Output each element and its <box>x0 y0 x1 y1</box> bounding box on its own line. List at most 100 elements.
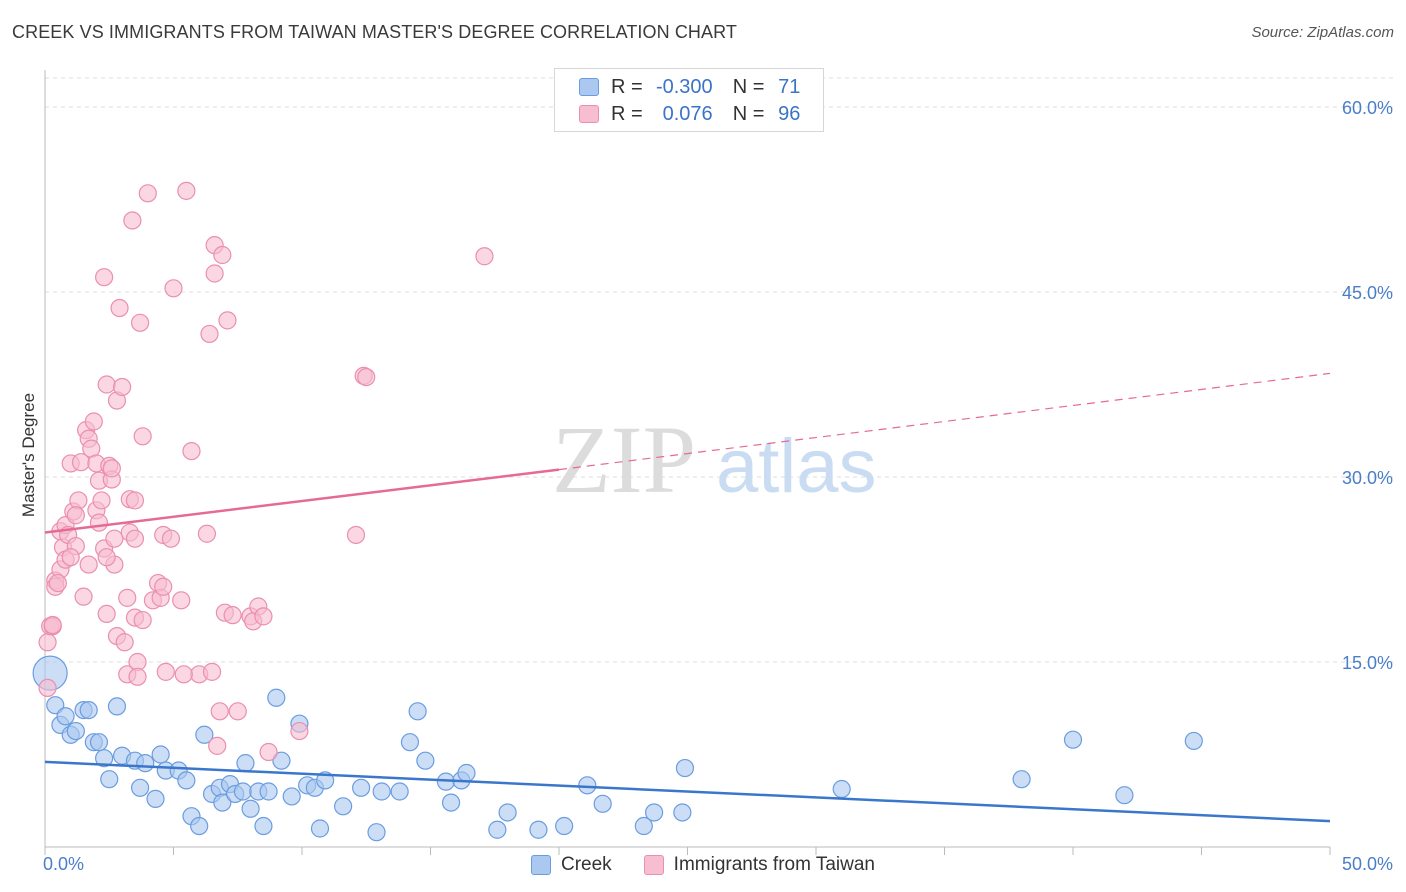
creek-point <box>236 754 255 773</box>
creek-point <box>241 799 260 818</box>
taiwan-point <box>223 606 242 625</box>
creek-point <box>673 803 692 822</box>
taiwan-point <box>475 247 494 266</box>
taiwan-point <box>200 324 219 344</box>
legend-label-creek: Creek <box>560 854 612 875</box>
creek-point <box>529 820 548 839</box>
source-label: Source: ZipAtlas.com <box>1251 24 1394 41</box>
taiwan-point <box>118 588 137 607</box>
creek-point <box>1063 730 1083 749</box>
x-tick-label: 50.0% <box>1342 854 1393 874</box>
y-tick-label: 15.0% <box>1342 653 1393 673</box>
creek-point <box>488 820 507 839</box>
taiwan-point <box>125 491 145 510</box>
creek-point <box>1115 786 1134 805</box>
taiwan-point <box>154 577 173 596</box>
creek-point <box>254 816 273 836</box>
creek-point <box>79 700 98 720</box>
taiwan-point <box>115 633 134 652</box>
watermark-atlas: atlas <box>716 424 877 509</box>
n-label: N = <box>732 75 765 98</box>
legend-item-creek[interactable]: Creek <box>530 854 612 876</box>
taiwan-point <box>133 427 152 446</box>
grid-lines <box>45 77 1395 663</box>
taiwan-swatch <box>579 105 599 123</box>
taiwan-point <box>182 442 201 461</box>
creek-point <box>56 707 75 726</box>
taiwan-point <box>357 368 376 387</box>
y-tick-labels: 15.0% 30.0% 45.0% 60.0% <box>1342 98 1393 673</box>
x-tick-labels: 0.0% 50.0% <box>43 854 1393 874</box>
y-axis-label: Master's Degree <box>19 393 38 517</box>
r-value: -0.300 <box>655 75 713 98</box>
axes <box>44 70 1331 855</box>
r-value: 0.076 <box>662 102 713 125</box>
taiwan-point <box>164 279 183 298</box>
creek-point <box>146 789 165 809</box>
taiwan-point <box>61 548 80 567</box>
creek-point <box>100 770 119 789</box>
creek-point <box>416 751 435 770</box>
taiwan-point <box>92 491 111 510</box>
creek-point <box>352 778 371 797</box>
watermark-zip: ZIP <box>552 406 696 513</box>
legend-item-taiwan[interactable]: Immigrants from Taiwan <box>643 854 875 876</box>
taiwan-swatch <box>643 855 664 875</box>
creek-point <box>130 778 150 797</box>
taiwan-point <box>105 529 124 548</box>
creek-point <box>457 763 476 783</box>
creek-point <box>390 782 409 801</box>
creek-point <box>1184 731 1203 751</box>
creek-point <box>1012 770 1031 789</box>
creek-trend-line <box>44 760 1331 823</box>
taiwan-point <box>228 702 247 721</box>
creek-point <box>107 697 127 716</box>
taiwan-point <box>205 264 224 283</box>
creek-point <box>367 823 386 842</box>
y-tick-label: 30.0% <box>1342 468 1393 488</box>
creek-point <box>66 721 85 741</box>
taiwan-point <box>138 184 157 203</box>
taiwan-point <box>38 633 57 652</box>
taiwan-point <box>97 548 116 567</box>
taiwan-point <box>84 412 103 431</box>
creek-point <box>195 725 214 744</box>
creek-point <box>151 745 170 764</box>
correlation-legend: R = -0.300 N = 71 R = 0.076 N = 96 <box>554 68 824 132</box>
creek-point <box>555 816 574 836</box>
taiwan-point <box>97 604 116 624</box>
taiwan-point <box>259 742 278 762</box>
taiwan-point <box>213 245 232 265</box>
taiwan-point <box>128 667 147 686</box>
x-tick-label: 0.0% <box>43 854 84 874</box>
taiwan-point <box>208 736 227 755</box>
creek-point <box>190 816 209 836</box>
creek-point <box>644 803 664 822</box>
taiwan-point <box>74 587 93 606</box>
creek-point <box>372 782 391 801</box>
chart-title: CREEK VS IMMIGRANTS FROM TAIWAN MASTER'S… <box>12 22 738 42</box>
taiwan-point <box>346 525 366 545</box>
taiwan-point <box>95 268 114 287</box>
n-value: 71 <box>778 75 801 98</box>
taiwan-point <box>38 678 57 698</box>
creek-point <box>272 751 291 770</box>
r-label: R = <box>611 75 643 98</box>
creek-swatch <box>530 855 551 875</box>
creek-point <box>213 793 232 812</box>
creek-point <box>578 776 597 795</box>
creek-point <box>89 733 109 752</box>
taiwan-point <box>197 524 217 543</box>
creek-point <box>136 754 155 773</box>
creek-point <box>259 782 278 801</box>
creek-point <box>832 779 851 799</box>
taiwan-point <box>254 607 273 626</box>
r-label: R = <box>611 102 643 125</box>
creek-point <box>498 803 517 822</box>
legend-row-taiwan: R = 0.076 N = 96 <box>579 103 800 125</box>
creek-point <box>634 816 653 836</box>
taiwan-point <box>174 665 193 684</box>
creek-point <box>267 688 286 707</box>
taiwan-point <box>218 311 237 330</box>
